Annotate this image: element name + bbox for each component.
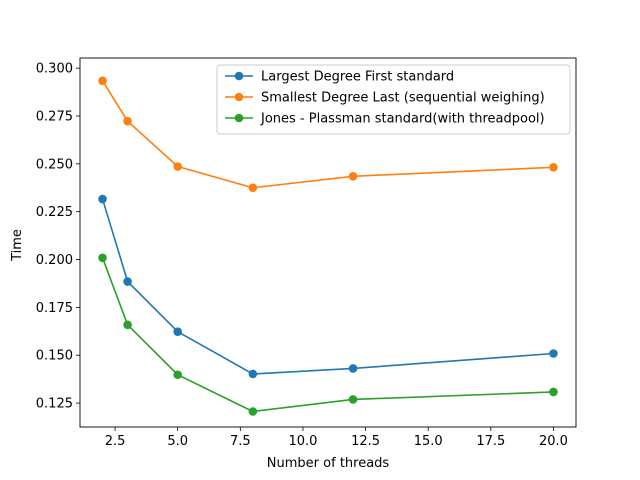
y-axis-label: Time — [10, 229, 25, 262]
series-2-point — [549, 162, 558, 172]
series-1-point — [549, 349, 558, 358]
y-tick-label: 0.150 — [36, 349, 73, 364]
x-tick-label: 10.0 — [288, 434, 317, 449]
series-line-2 — [101, 80, 554, 189]
series-3-point — [348, 395, 358, 404]
series-1-point — [248, 369, 258, 379]
legend-label-3: Jones - Plassman standard(with threadpoo… — [260, 112, 545, 127]
series-2-point — [123, 116, 132, 126]
series-2-point — [173, 162, 182, 171]
y-tick-label: 0.275 — [36, 109, 73, 124]
series-3-point — [248, 407, 258, 416]
y-tick-label: 0.125 — [36, 397, 73, 412]
series-1-point — [348, 364, 358, 373]
x-tick-label: 2.5 — [105, 434, 126, 449]
y-tick-label: 0.200 — [36, 253, 73, 268]
legend-marker-2 — [234, 92, 244, 102]
x-tick-label: 15.0 — [414, 434, 443, 449]
legend-box — [216, 64, 571, 135]
y-tick-label: 0.250 — [36, 157, 73, 172]
x-axis-label: Number of threads — [267, 456, 390, 471]
x-tick-label: 7.5 — [230, 434, 251, 449]
series-3-point — [173, 370, 182, 380]
series-1-point — [123, 277, 132, 286]
legend-label-2: Smallest Degree Last (sequential weighin… — [261, 91, 545, 106]
legend: Largest Degree First standard Smallest De… — [216, 64, 571, 135]
series-2-point — [348, 171, 358, 181]
x-tick-label: 17.5 — [476, 434, 505, 449]
series-line-3 — [101, 257, 554, 413]
x-tick-label: 20.0 — [539, 434, 568, 449]
legend-marker-3 — [234, 113, 244, 123]
series-1-point — [173, 327, 182, 336]
series-3-point — [98, 253, 107, 263]
x-tick-label: 12.5 — [351, 434, 380, 449]
legend-label-1: Largest Degree First standard — [261, 70, 454, 85]
series-1-point — [98, 194, 107, 204]
series-2-point — [248, 183, 258, 193]
x-tick-label: 5.0 — [167, 434, 188, 449]
series-3-point — [123, 320, 132, 330]
y-tick-label: 0.175 — [36, 301, 73, 316]
y-tick-label: 0.300 — [36, 62, 73, 77]
axes-frame — [79, 57, 577, 428]
series-2-point — [98, 76, 107, 86]
series-line-1 — [101, 198, 554, 375]
series-3-point — [549, 387, 558, 397]
y-tick-label: 0.225 — [36, 205, 73, 220]
legend-marker-1 — [234, 71, 244, 81]
plot-area: 2.5 5.0 7.5 10.0 12.5 15.0 17.5 20.0 0.125 0.150 0… — [36, 57, 577, 449]
